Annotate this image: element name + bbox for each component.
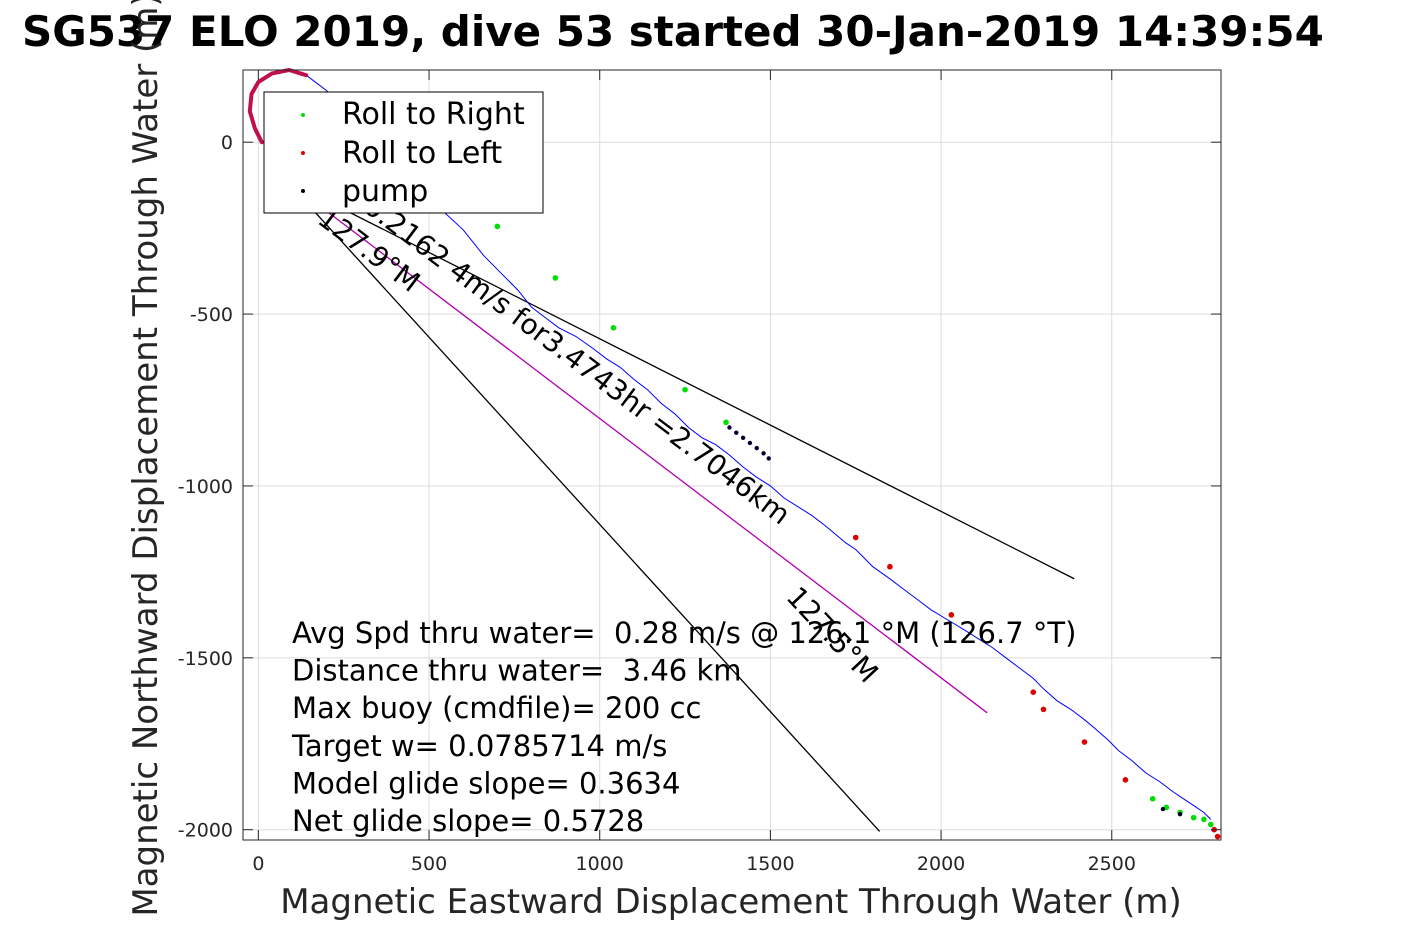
stat-line: Model glide slope= 0.3634 [292,766,680,800]
x-tick-label: 0 [252,853,264,875]
roll-left-point [852,534,859,541]
roll-left-point [1081,739,1088,745]
legend-marker-pump [301,189,305,193]
x-tick-label: 2000 [917,853,965,875]
roll-right-point [610,325,617,331]
pump-point [766,456,771,461]
y-tick-label: -1000 [178,476,233,498]
roll-right-point [1201,816,1207,823]
stat-line: Avg Spd thru water= 0.28 m/s @ 126.1 °M … [292,616,1076,650]
legend-label-pump: pump [342,174,428,209]
legend-label-roll-left: Roll to Left [342,136,502,171]
markers [494,223,1221,840]
legend-label-roll-right: Roll to Right [342,97,525,132]
roll-left-point [887,563,893,570]
track-start-loop [247,68,309,145]
axis-ticks: 0 500 1000 1500 2000 2500 0 -500 -1000 -1500 -2000 [178,70,1221,875]
roll-right-point [552,275,559,281]
pump-point [1160,806,1166,812]
y-tick-label: 0 [221,132,233,154]
roll-right-point [1207,821,1214,828]
reference-line [285,179,1075,580]
x-tick-label: 1500 [746,853,794,875]
legend: Roll to Right Roll to Left pump [263,91,544,214]
reference-line [285,179,988,714]
roll-right-point [682,386,688,393]
reference-line [285,179,881,832]
roll-left-point [1122,777,1129,783]
roll-left-point [1040,706,1047,713]
grid [243,70,1221,840]
stat-line: Max buoy (cmdfile)= 200 cc [292,691,701,725]
pump-point [761,451,766,456]
roll-left-point [1030,689,1037,695]
x-tick-label: 500 [411,853,447,875]
stat-line: Target w= 0.0785714 m/s [291,729,667,763]
pump-point [747,440,753,446]
y-tick-label: -2000 [178,820,233,842]
x-axis-label: Magnetic Eastward Displacement Through W… [280,882,1182,922]
legend-marker-roll-left [301,151,305,155]
stat-line: Net glide slope= 0.5728 [292,804,644,838]
y-tick-label: -1500 [178,648,233,670]
pump-point [740,435,746,441]
pump-point [734,430,739,435]
legend-box [263,91,544,214]
chart-title: SG537 ELO 2019, dive 53 started 30-Jan-2… [22,7,1324,56]
stat-line: Distance thru water= 3.46 km [292,654,742,688]
roll-right-point [1149,795,1156,802]
pump-point [754,445,759,451]
reference-lines [285,179,1075,832]
x-tick-label: 2500 [1088,853,1136,875]
plot-frame [242,69,1222,841]
pump-point [727,425,732,430]
roll-right-point [494,223,501,230]
pump-point [1177,812,1183,817]
stats-block: Avg Spd thru water= 0.28 m/s @ 126.1 °M … [291,616,1076,838]
legend-marker-roll-right [301,113,305,117]
roll-right-point [723,419,729,426]
track [247,68,1212,820]
track-line [305,74,1212,820]
roll-right-point [1190,814,1197,821]
roll-left-point [1214,833,1221,840]
roll-left-point [948,612,955,618]
y-axis-label: Magnetic Northward Displacement Through … [126,0,166,917]
y-tick-label: -500 [190,304,233,326]
plot-area: 0.2162 4m/s for3.4743hr =2.7046km127.9°M… [178,68,1222,875]
x-tick-label: 1000 [576,853,624,875]
